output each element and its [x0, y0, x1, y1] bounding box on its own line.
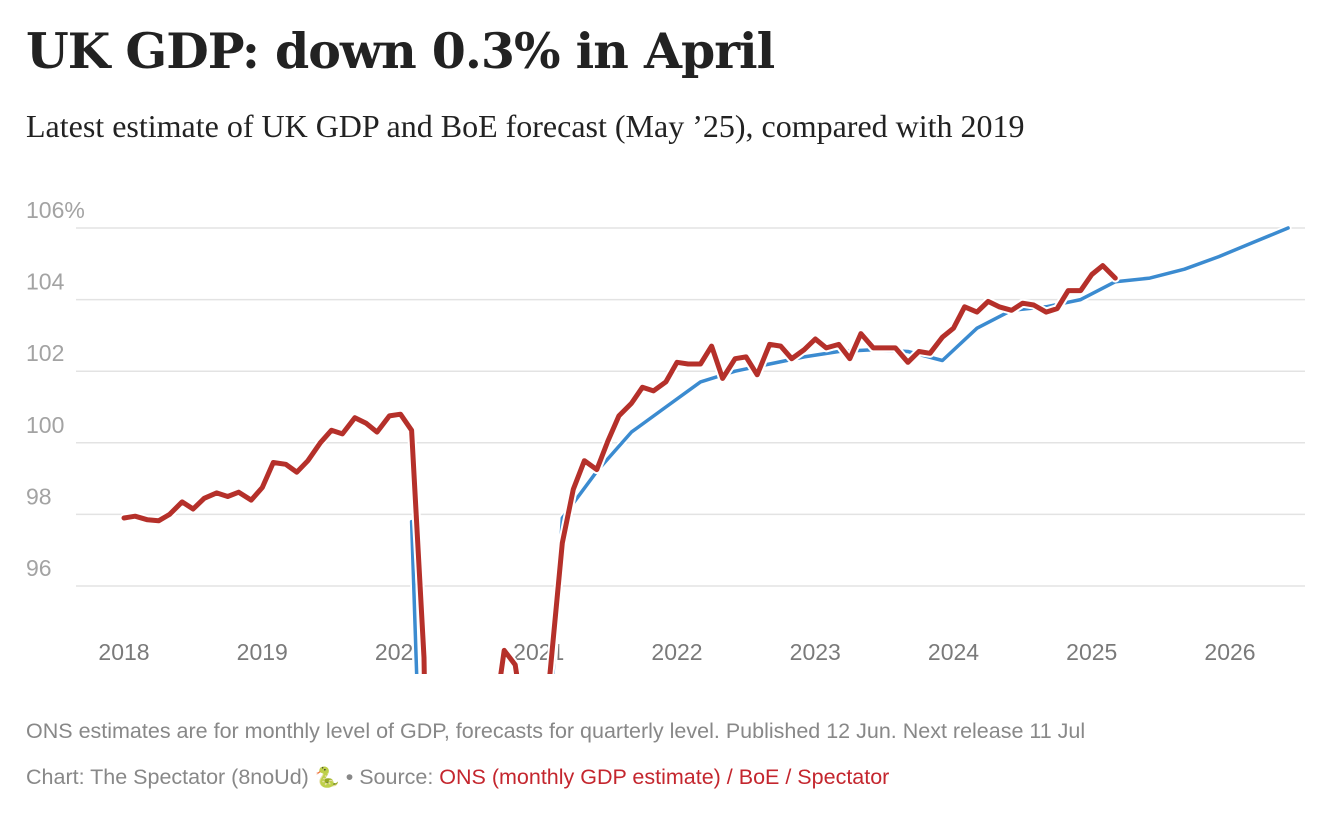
series-halo — [119, 261, 1120, 674]
series-halo — [408, 224, 1292, 674]
boe-forecast-line — [409, 226, 1290, 674]
y-axis-ticks: 106% 104 102 100 98 96 — [26, 197, 85, 581]
x-tick-label: 2026 — [1204, 639, 1255, 665]
x-tick-label: 2022 — [651, 639, 702, 665]
x-tick-label: 2025 — [1066, 639, 1117, 665]
x-tick-label: 2018 — [98, 639, 149, 665]
source-prefix: • Source: — [339, 765, 440, 789]
x-tick-label: 2023 — [790, 639, 841, 665]
y-tick-label: 98 — [26, 483, 52, 509]
snake-icon: 🐍 — [314, 767, 340, 789]
y-tick-label: 96 — [26, 555, 52, 581]
x-axis-ticks: 2018 2019 2020 2021 2022 2023 2024 2025 2026 — [98, 639, 1255, 665]
x-tick-label: 2019 — [237, 639, 288, 665]
chart-title: UK GDP: down 0.3% in April — [26, 22, 775, 80]
x-tick-label: 2024 — [928, 639, 979, 665]
gridlines — [76, 227, 1305, 587]
y-tick-label: 100 — [26, 412, 64, 438]
y-tick-label: 102 — [26, 340, 64, 366]
y-tick-label: 104 — [26, 269, 65, 295]
series-lines — [119, 224, 1292, 674]
chart-subtitle: Latest estimate of UK GDP and BoE foreca… — [26, 108, 1025, 144]
y-tick-label: 106% — [26, 197, 85, 223]
chart-credit: Chart: The Spectator (8noUd) 🐍 • Source:… — [26, 765, 889, 790]
chart-note: ONS estimates are for monthly level of G… — [26, 719, 1086, 743]
credit-text: Chart: The Spectator (8noUd) — [26, 765, 309, 789]
ons-gdp-line — [121, 263, 1118, 674]
source-link[interactable]: ONS (monthly GDP estimate) / BoE / Spect… — [439, 765, 890, 789]
